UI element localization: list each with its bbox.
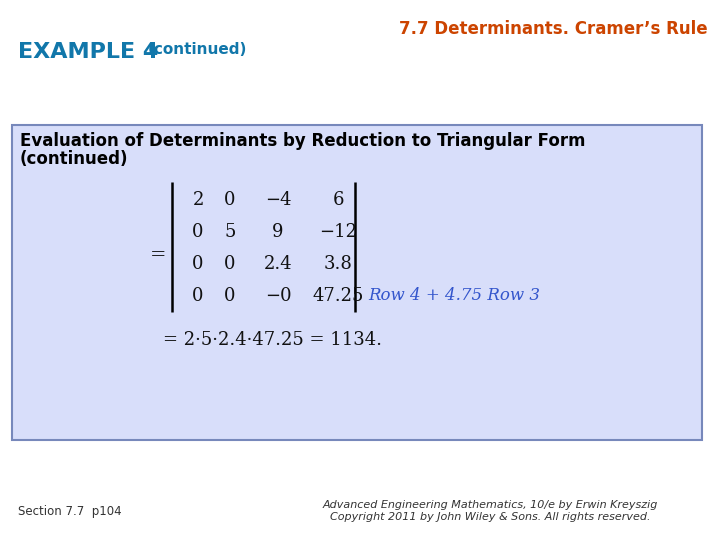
Text: 47.25: 47.25 bbox=[312, 287, 364, 305]
FancyBboxPatch shape bbox=[12, 125, 702, 440]
Text: 6: 6 bbox=[332, 191, 343, 209]
Text: −12: −12 bbox=[319, 223, 357, 241]
Text: 0: 0 bbox=[224, 191, 235, 209]
Text: −0: −0 bbox=[265, 287, 292, 305]
Text: (continued): (continued) bbox=[20, 150, 128, 168]
Text: 5: 5 bbox=[225, 223, 235, 241]
Text: 9: 9 bbox=[272, 223, 284, 241]
Text: EXAMPLE 4: EXAMPLE 4 bbox=[18, 42, 158, 62]
Text: Row 4 + 4.75 Row 3: Row 4 + 4.75 Row 3 bbox=[368, 287, 540, 305]
Text: 0: 0 bbox=[224, 255, 235, 273]
Text: 0: 0 bbox=[192, 255, 204, 273]
Text: 0: 0 bbox=[192, 287, 204, 305]
Text: (continued): (continued) bbox=[148, 42, 248, 57]
Text: 7.7 Determinants. Cramer’s Rule: 7.7 Determinants. Cramer’s Rule bbox=[400, 20, 708, 38]
Text: 2: 2 bbox=[192, 191, 204, 209]
Text: −4: −4 bbox=[265, 191, 292, 209]
Text: Section 7.7  p104: Section 7.7 p104 bbox=[18, 505, 122, 518]
Text: Copyright 2011 by John Wiley & Sons. All rights reserved.: Copyright 2011 by John Wiley & Sons. All… bbox=[330, 512, 650, 522]
Text: =: = bbox=[150, 246, 166, 264]
Text: Advanced Engineering Mathematics, 10/e by Erwin Kreyszig: Advanced Engineering Mathematics, 10/e b… bbox=[323, 500, 657, 510]
Text: 3.8: 3.8 bbox=[323, 255, 352, 273]
Text: Evaluation of Determinants by Reduction to Triangular Form: Evaluation of Determinants by Reduction … bbox=[20, 132, 585, 150]
Text: 0: 0 bbox=[192, 223, 204, 241]
Text: 0: 0 bbox=[224, 287, 235, 305]
Text: 2.4: 2.4 bbox=[264, 255, 292, 273]
Text: = 2·5·2.4·47.25 = 1134.: = 2·5·2.4·47.25 = 1134. bbox=[163, 331, 382, 349]
